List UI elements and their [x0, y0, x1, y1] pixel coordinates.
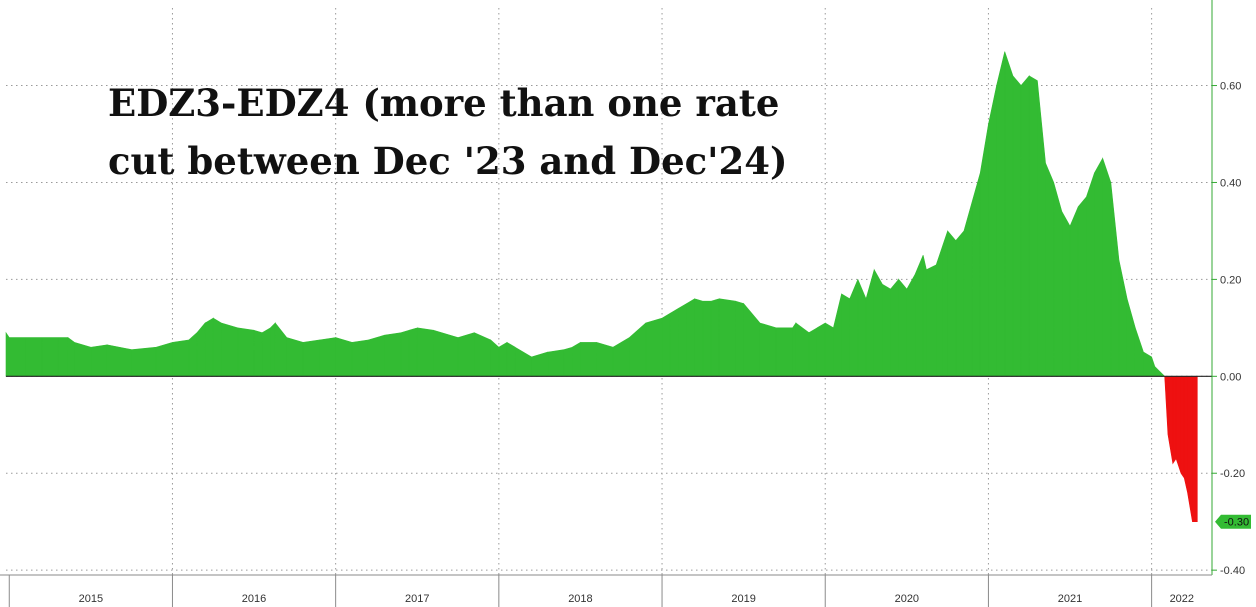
x-tick-label: 2017: [405, 593, 429, 605]
x-tick-label: 2021: [1058, 593, 1082, 605]
x-tick-label: 2019: [731, 593, 755, 605]
last-value-tag: [1215, 514, 1251, 529]
x-tick-label: 2018: [568, 593, 592, 605]
positive-area: [5, 51, 1166, 377]
last-value-label: -0.30: [1224, 517, 1249, 529]
y-tick-label: 0.60: [1220, 81, 1241, 93]
y-tick-label: -0.40: [1220, 565, 1245, 577]
y-tick-label: 0.20: [1220, 274, 1241, 286]
y-tick-label: 0.00: [1220, 371, 1241, 383]
chart-title: EDZ3-EDZ4 (more than one rate cut betwee…: [108, 81, 787, 183]
x-tick-label: 2016: [242, 593, 266, 605]
y-tick-label: -0.20: [1220, 468, 1245, 480]
title-line-1: EDZ3-EDZ4 (more than one rate: [108, 81, 779, 125]
area-series: [5, 51, 1198, 522]
negative-area: [1164, 376, 1198, 522]
x-tick-label: 2022: [1170, 593, 1194, 605]
x-tick-label: 2015: [79, 593, 103, 605]
x-tick-label: 2020: [895, 593, 919, 605]
title-line-2: cut between Dec '23 and Dec'24): [108, 139, 787, 183]
y-tick-label: 0.40: [1220, 177, 1241, 189]
